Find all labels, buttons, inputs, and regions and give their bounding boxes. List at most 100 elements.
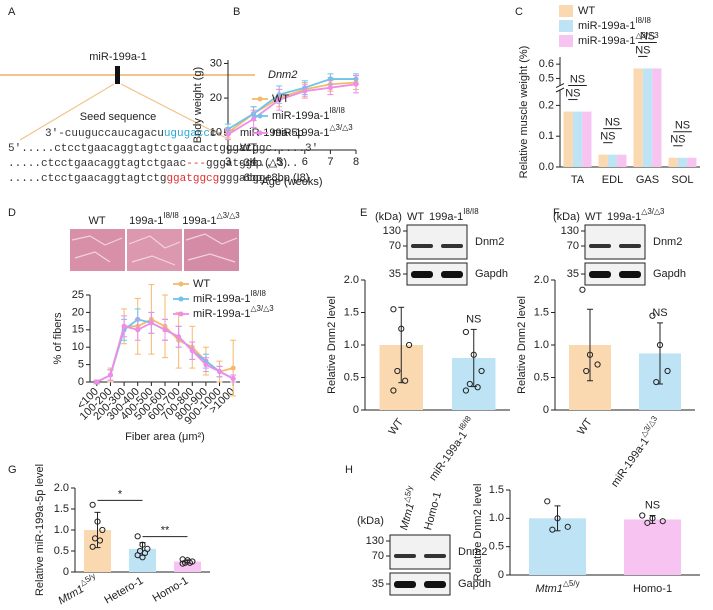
y-tick-label: 0.5 bbox=[54, 545, 69, 557]
data-point bbox=[594, 361, 601, 368]
point bbox=[148, 320, 154, 326]
data-point bbox=[89, 543, 96, 550]
y-tick-label: 2.0 bbox=[534, 274, 549, 286]
x-tick-label: GAS bbox=[636, 174, 659, 186]
line bbox=[227, 78, 356, 130]
x-tick-label: 8 bbox=[353, 156, 359, 168]
legend-swatch bbox=[257, 113, 263, 119]
significance-label: NS bbox=[670, 134, 685, 146]
panel-letter: A bbox=[8, 6, 16, 18]
bar bbox=[642, 68, 653, 167]
y-tick-label: 0.5 bbox=[489, 541, 504, 553]
significance-label: NS bbox=[565, 87, 580, 99]
sequence: .....ctcctgaacaggtagtctgaac---gggatggc..… bbox=[8, 158, 298, 170]
bar bbox=[677, 157, 688, 167]
y-tick-label: 0 bbox=[63, 566, 69, 578]
band bbox=[441, 244, 463, 248]
legend-label: WT bbox=[578, 5, 595, 17]
y-axis-label: Relative Dnm2 level bbox=[326, 296, 338, 394]
protein-label: Dnm2 bbox=[653, 236, 682, 248]
image-label-main: 199a-1 bbox=[129, 215, 163, 227]
sequence-segment: gggatggc..... bbox=[219, 173, 305, 185]
legend-label-main: miR-199a-1 bbox=[193, 308, 250, 320]
legend-label: miR-199a-1I8/I8 bbox=[272, 106, 345, 122]
lane-label: WT bbox=[407, 211, 424, 223]
y-tick-label: 1.0 bbox=[344, 339, 359, 351]
legend-label-sup: I8/I8 bbox=[635, 16, 651, 25]
band bbox=[424, 581, 446, 588]
y-tick-label: 10 bbox=[72, 341, 84, 353]
legend-label: miR-199a-1I8/I8 bbox=[193, 289, 266, 305]
blot-unit: (kDa) bbox=[553, 211, 580, 223]
data-point bbox=[583, 367, 590, 375]
band bbox=[619, 271, 641, 278]
significance-label: NS bbox=[466, 313, 481, 325]
y-tick-label: 20 bbox=[72, 306, 84, 318]
sequence-label: WT bbox=[240, 142, 257, 154]
x-tick-label: SOL bbox=[671, 174, 693, 186]
significance-label: NS bbox=[675, 120, 690, 132]
protein-label: Gapdh bbox=[653, 268, 686, 280]
band bbox=[411, 244, 433, 248]
y-axis-label: Relative Dnm2 level bbox=[472, 484, 484, 582]
y-tick-label: 1.0 bbox=[534, 339, 549, 351]
band bbox=[589, 244, 611, 248]
point bbox=[176, 334, 182, 340]
x-tick-label: Homo-1 bbox=[633, 583, 672, 595]
y-tick-label: 0 bbox=[78, 376, 84, 388]
legend-label: miR-199a-1△3/△3 bbox=[272, 123, 353, 139]
bar bbox=[582, 111, 592, 167]
y-tick-label: 15 bbox=[72, 324, 84, 336]
axis-break bbox=[555, 87, 565, 93]
y-tick-label: 0.0 bbox=[539, 161, 554, 173]
legend-label: WT bbox=[272, 93, 289, 105]
point bbox=[217, 369, 223, 375]
data-point bbox=[134, 533, 141, 540]
y-tick-label: 30 bbox=[210, 57, 222, 69]
panel-letter: G bbox=[8, 464, 17, 476]
point bbox=[302, 88, 308, 94]
lane-label-sup: △5/y bbox=[402, 485, 415, 503]
point bbox=[189, 348, 195, 354]
y-tick-label: 5 bbox=[78, 359, 84, 371]
image-label: WT bbox=[88, 215, 105, 227]
image-label-sup: △3/△3 bbox=[217, 211, 241, 220]
marker-label: 130 bbox=[383, 225, 401, 237]
y-tick-label: 1.5 bbox=[54, 503, 69, 515]
legend-swatch bbox=[257, 96, 263, 102]
y-tick-label: 25 bbox=[72, 289, 84, 301]
data-point bbox=[579, 286, 586, 293]
x-tick-label-sup: △5/y bbox=[563, 579, 580, 588]
sequence-segment: --- bbox=[186, 158, 206, 170]
point bbox=[230, 376, 236, 382]
point bbox=[203, 362, 209, 368]
sequence: 5'.....ctcctgaacaggtagtctgaacactgggatggc… bbox=[8, 143, 318, 155]
y-axis-label: Relative muscle weight (%) bbox=[518, 46, 530, 179]
panel-letter: E bbox=[360, 207, 367, 219]
line bbox=[227, 83, 357, 136]
bar bbox=[572, 111, 583, 167]
legend-label-sup: △3/△3 bbox=[329, 123, 353, 132]
legend-swatch bbox=[178, 311, 184, 317]
y-tick-label: 20 bbox=[210, 92, 222, 104]
histology bbox=[70, 229, 239, 271]
y-tick-label: 0.1 bbox=[539, 130, 554, 142]
data-point bbox=[664, 367, 671, 375]
marker-label: 130 bbox=[366, 535, 384, 547]
bar bbox=[563, 111, 573, 167]
legend-swatch bbox=[559, 5, 573, 17]
data-point bbox=[390, 387, 397, 394]
fiber-outline bbox=[71, 233, 238, 266]
data-point bbox=[405, 341, 413, 349]
panel-letter: H bbox=[345, 464, 353, 476]
data-point bbox=[394, 367, 401, 375]
lane-label: WT bbox=[585, 211, 602, 223]
panel-letter: B bbox=[233, 6, 240, 18]
data-point bbox=[474, 384, 481, 391]
sequence: 3'-cuuguccaucagacuugugaccc-5' bbox=[45, 128, 236, 140]
y-tick-label: 2.0 bbox=[54, 482, 69, 494]
zoom-line bbox=[120, 83, 231, 141]
x-tick-label: 7 bbox=[327, 156, 333, 168]
legend-label-main: miR-199a-1 bbox=[272, 110, 329, 122]
